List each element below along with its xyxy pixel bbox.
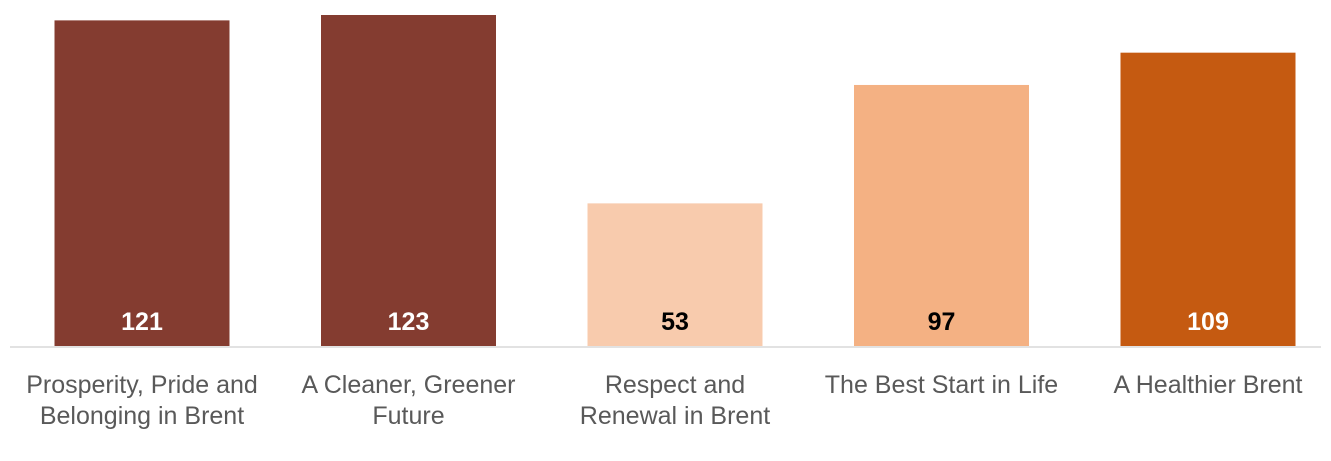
x-tick-label-1: Prosperity, Pride and Belonging in Brent [26, 371, 258, 430]
bar-3 [587, 203, 763, 346]
x-tick-label-3: Respect and Renewal in Brent [579, 371, 771, 430]
bar-4 [854, 84, 1029, 347]
x-tick-label-5: A Healthier Brent [1113, 371, 1303, 399]
bar-value-label-4: 97 [928, 308, 956, 336]
bar-1 [54, 20, 230, 347]
bar-value-label-3: 53 [661, 308, 689, 336]
bar-5 [1120, 52, 1296, 346]
bar-value-label-2: 123 [388, 308, 430, 336]
bar-value-label-5: 109 [1187, 308, 1229, 336]
x-tick-label-4: The Best Start in Life [824, 371, 1059, 399]
bar-2 [321, 15, 496, 346]
x-tick-label-2: A Cleaner, Greener Future [301, 371, 516, 430]
bar-value-label-1: 121 [121, 308, 163, 336]
